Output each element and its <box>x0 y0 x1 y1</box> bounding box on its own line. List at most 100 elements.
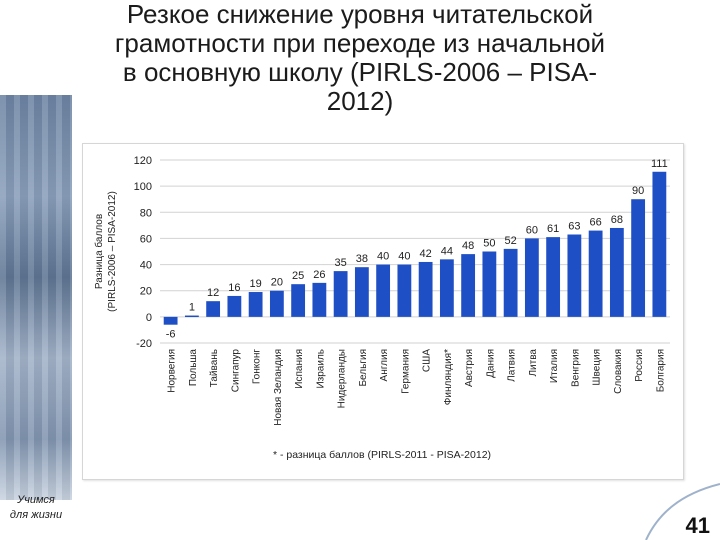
bar-chart: -6 1 12 16 19 20 25 26 35 38 40 40 42 44 48 50 52 60 61 63 6… <box>93 155 670 426</box>
y-axis-label-line-1: Разница баллов <box>93 214 105 289</box>
x-tick-label: США <box>422 349 433 372</box>
x-tick-label: Нидерланды <box>337 349 348 408</box>
data-labels: -6 1 12 16 19 20 25 26 35 38 40 40 42 44 48 50 52 60 61 63 6… <box>166 158 668 341</box>
bar <box>482 251 497 317</box>
bar <box>184 315 199 318</box>
y-tick-label: 0 <box>146 312 152 324</box>
data-label: 60 <box>526 224 538 236</box>
y-tick-label: 80 <box>140 207 152 219</box>
x-tick-label: Германия <box>400 349 411 394</box>
bars <box>163 171 667 325</box>
data-label: 25 <box>292 270 304 282</box>
bar <box>652 171 667 317</box>
bar <box>227 295 242 317</box>
x-tick-label: Гонконг <box>252 349 263 384</box>
data-label: 111 <box>651 158 668 170</box>
data-label: 16 <box>228 282 240 294</box>
slide-title: Резкое снижение уровня читательской грам… <box>20 0 700 116</box>
data-label: 68 <box>611 214 623 226</box>
data-label: 52 <box>505 235 517 247</box>
x-tick-labels: Норвегия Польша Тайвань Сингапур Гонконг Нова… <box>167 349 667 426</box>
slogan-line-1: Учимся <box>17 494 55 506</box>
data-label: 90 <box>632 185 644 197</box>
data-label: 61 <box>547 223 559 235</box>
data-label: 50 <box>483 238 495 250</box>
x-tick-label: Тайвань <box>209 349 220 387</box>
slogan: Учимся для жизни <box>0 493 72 523</box>
corner-decoration <box>645 483 720 540</box>
bar <box>567 234 582 317</box>
x-tick-label: Новая Зеландия <box>273 349 284 426</box>
data-label: 38 <box>356 253 368 265</box>
bar <box>291 284 306 317</box>
data-label: 1 <box>189 302 195 314</box>
title-line-1: Резкое снижение уровня читательской <box>126 0 594 29</box>
data-label: 40 <box>377 251 389 263</box>
slogan-line-2: для жизни <box>9 509 63 521</box>
x-tick-label: Латвия <box>507 349 518 382</box>
bar <box>524 238 539 317</box>
x-tick-label: Финляндия* <box>443 349 454 405</box>
y-tick-label: 60 <box>140 233 152 245</box>
data-label: 12 <box>207 287 219 299</box>
y-tick-label: -20 <box>136 338 152 350</box>
grid-lines <box>160 159 670 344</box>
page-number: 41 <box>685 513 710 538</box>
y-tick-label: 40 <box>140 260 152 272</box>
x-tick-label: Польша <box>188 349 199 387</box>
bar <box>248 292 263 317</box>
bar <box>546 237 561 317</box>
x-tick-label: Норвегия <box>167 349 178 393</box>
title-line-4: 2012) <box>326 86 394 116</box>
data-label: 44 <box>441 245 453 257</box>
data-label: 63 <box>568 221 580 233</box>
bar <box>418 261 433 317</box>
data-label: 48 <box>462 240 474 252</box>
bar <box>269 290 284 317</box>
bar <box>439 259 454 317</box>
chart-footnote: * - разница баллов (PIRLS-2011 - PISA-20… <box>272 449 492 461</box>
data-label: -6 <box>166 329 176 341</box>
bar <box>397 264 412 317</box>
data-label: 20 <box>271 277 283 289</box>
x-tick-label: Сингапур <box>230 349 241 393</box>
x-tick-label: Венгрия <box>570 349 581 387</box>
y-tick-label: 100 <box>134 181 152 193</box>
bar <box>609 227 624 317</box>
bar <box>503 248 518 317</box>
bar <box>333 271 348 317</box>
title-line-2: грамотности при переходе из начальной <box>114 28 606 58</box>
x-tick-label: Австрия <box>464 349 475 387</box>
title-line-3: в основную школу (PIRLS-2006 – PISA- <box>122 57 598 87</box>
x-tick-label: Болгария <box>655 349 666 392</box>
bar <box>376 264 391 317</box>
x-tick-label: Испания <box>294 349 305 389</box>
data-label: 26 <box>313 269 325 281</box>
data-label: 40 <box>398 251 410 263</box>
y-tick-label: 120 <box>134 155 152 167</box>
x-tick-label: Швеция <box>592 349 603 386</box>
data-label: 66 <box>590 217 602 229</box>
x-tick-label: Израиль <box>315 349 326 389</box>
x-tick-label: Дания <box>485 349 496 378</box>
x-tick-label: Литва <box>528 349 539 377</box>
data-label: 42 <box>420 248 432 260</box>
bar <box>206 301 221 317</box>
y-tick-label: 20 <box>140 286 152 298</box>
data-label: 35 <box>335 257 347 269</box>
decorative-photo-strip <box>0 95 72 500</box>
y-axis-label-line-2: (PIRLS-2006 – PISA-2012) <box>107 191 118 312</box>
bar <box>588 230 603 317</box>
x-tick-label: Россия <box>634 349 645 382</box>
x-tick-label: Англия <box>379 349 390 381</box>
x-tick-label: Бельгия <box>358 349 369 387</box>
bar <box>163 316 178 325</box>
x-tick-label: Словакия <box>613 349 624 394</box>
bar <box>312 282 327 317</box>
data-label: 19 <box>250 278 262 290</box>
y-tick-labels: -20 0 20 40 60 80 100 120 <box>134 155 152 350</box>
bar <box>354 267 369 317</box>
bar <box>461 254 476 317</box>
x-tick-label: Италия <box>549 349 560 383</box>
bar <box>631 199 646 317</box>
